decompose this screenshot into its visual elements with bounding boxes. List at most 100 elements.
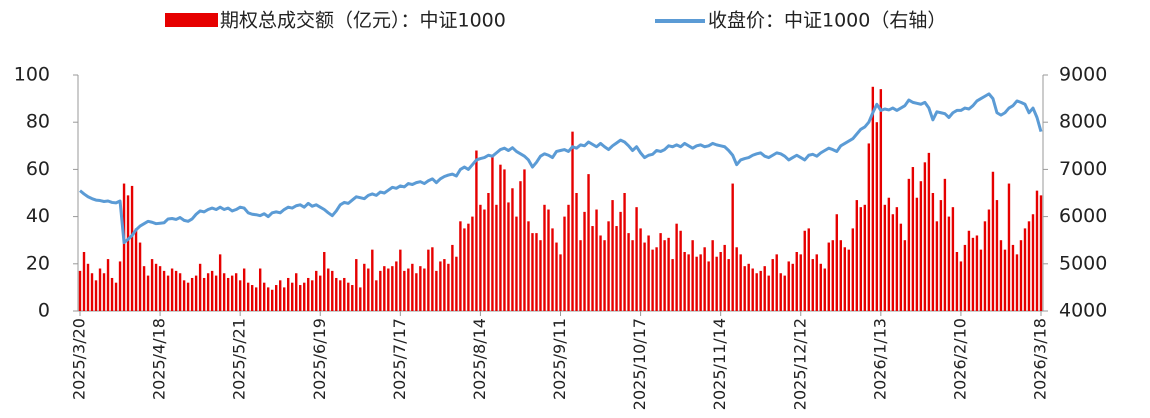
bar	[218, 254, 222, 311]
bar	[707, 261, 710, 311]
bar	[359, 287, 362, 311]
x-tick-label: 2025/7/17	[390, 318, 409, 400]
bar	[327, 268, 330, 311]
bar	[166, 275, 170, 311]
bar	[607, 221, 610, 311]
bar	[823, 268, 826, 311]
bar	[206, 273, 210, 311]
bar	[995, 200, 999, 311]
bar	[727, 259, 730, 311]
bar	[423, 268, 426, 311]
bar	[759, 270, 762, 311]
bar	[419, 266, 422, 311]
bar	[106, 259, 110, 311]
bar	[503, 169, 506, 311]
bar	[943, 178, 947, 311]
bar	[479, 204, 482, 311]
bar	[963, 244, 967, 311]
y2-tick-label: 5000	[1059, 252, 1107, 274]
x-tick-label: 2025/11/14	[710, 318, 729, 410]
x-tick-label: 2025/3/20	[70, 318, 89, 400]
bar	[719, 252, 722, 311]
y-tick-label: 60	[26, 158, 50, 180]
bar	[515, 216, 518, 311]
y2-tick-label: 6000	[1059, 205, 1107, 227]
bar	[703, 247, 706, 311]
bar	[831, 240, 834, 311]
bar	[983, 221, 987, 311]
bar	[459, 221, 462, 311]
bar	[142, 266, 146, 311]
bar	[947, 216, 951, 311]
bar	[114, 282, 118, 311]
bar	[146, 275, 150, 311]
bar	[499, 164, 502, 311]
bar	[238, 280, 242, 311]
bar	[791, 263, 794, 311]
bar	[202, 277, 206, 311]
bar	[639, 228, 642, 311]
bar	[951, 207, 955, 311]
bar	[755, 273, 758, 311]
bar	[799, 254, 802, 311]
x-tick-label: 2026/2/10	[950, 318, 969, 400]
x-tick-label: 2026/3/18	[1031, 318, 1050, 400]
bar	[559, 254, 562, 311]
bar	[122, 183, 126, 311]
bar	[539, 240, 542, 311]
bar	[230, 275, 234, 311]
bar	[787, 261, 790, 311]
bar	[595, 209, 598, 311]
bar	[246, 282, 250, 311]
bar	[471, 216, 474, 311]
bar	[210, 270, 214, 311]
bar	[547, 209, 550, 311]
bar	[138, 242, 142, 311]
bar	[935, 221, 939, 311]
bar	[815, 254, 818, 311]
bar	[407, 268, 410, 311]
bar	[1039, 195, 1043, 311]
legend-label: 收盘价：中证1000（右轴）	[708, 10, 946, 32]
bar	[975, 235, 979, 311]
bar	[687, 254, 690, 311]
bar	[411, 263, 414, 311]
bar	[214, 275, 218, 311]
bar	[194, 275, 198, 311]
bar	[651, 249, 654, 311]
bar	[679, 230, 682, 311]
bar	[383, 266, 386, 311]
bar	[391, 266, 394, 311]
bar	[511, 188, 514, 311]
bar	[907, 178, 911, 311]
bar	[367, 268, 370, 311]
bar	[182, 280, 186, 311]
bar	[427, 249, 430, 311]
bar	[519, 181, 522, 311]
bar	[351, 285, 354, 311]
bar	[375, 280, 378, 311]
bar	[927, 152, 931, 311]
bar	[675, 223, 678, 311]
y2-tick-label: 9000	[1059, 64, 1107, 86]
bar	[1011, 244, 1015, 311]
bar	[258, 268, 262, 311]
bar	[627, 233, 630, 311]
bar	[271, 289, 274, 311]
bar	[715, 256, 718, 311]
bar	[319, 275, 322, 311]
bar	[583, 211, 586, 311]
bar	[695, 256, 698, 311]
bar	[895, 207, 899, 311]
bar	[507, 202, 510, 311]
bar	[571, 131, 574, 311]
bar	[783, 275, 786, 311]
bar	[371, 249, 374, 311]
bar	[567, 204, 570, 311]
bar	[563, 216, 566, 311]
bar	[118, 261, 122, 311]
bar	[611, 200, 614, 311]
bar	[287, 277, 290, 311]
bar	[1003, 249, 1007, 311]
